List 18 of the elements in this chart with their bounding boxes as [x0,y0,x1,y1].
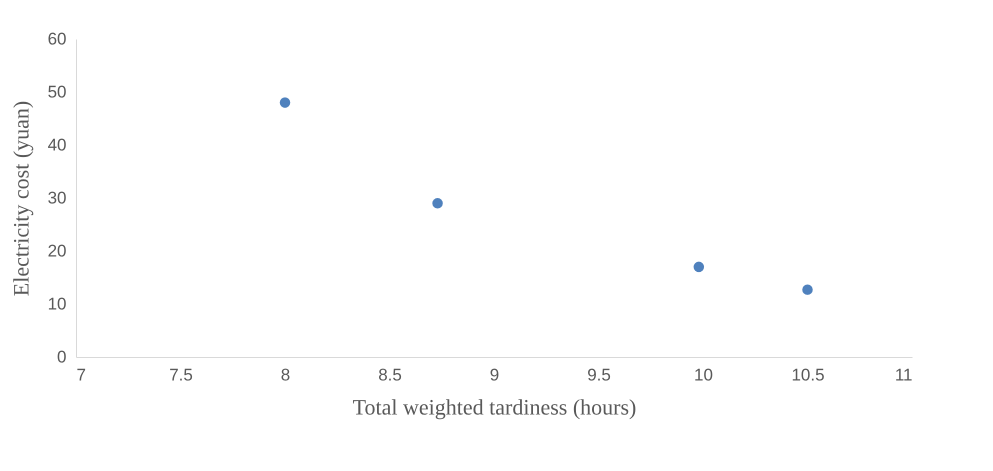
y-tick-label: 60 [48,30,66,48]
y-tick-label: 50 [48,82,66,102]
y-tick-label: 40 [48,136,66,154]
x-tick-label: 7.5 [169,366,193,384]
y-axis-title: Electricity cost (yuan) [8,100,34,296]
x-tick-label: 7 [76,366,86,384]
x-tick-label: 8 [280,366,290,384]
x-tick-label: 9.5 [587,366,611,384]
y-tick-label: 0 [57,348,66,366]
y-tick-label: 20 [48,242,66,260]
y-tick-label: 10 [48,294,66,314]
x-tick-label: 11 [894,366,912,384]
y-tick-label: 30 [48,188,66,208]
x-tick-label: 8.5 [378,366,402,384]
x-tick-label: 10 [694,366,713,384]
x-axis-title: Total weighted tardiness (hours) [352,394,636,420]
x-tick-label: 10.5 [791,366,825,384]
x-tick-label: 9 [490,366,500,384]
